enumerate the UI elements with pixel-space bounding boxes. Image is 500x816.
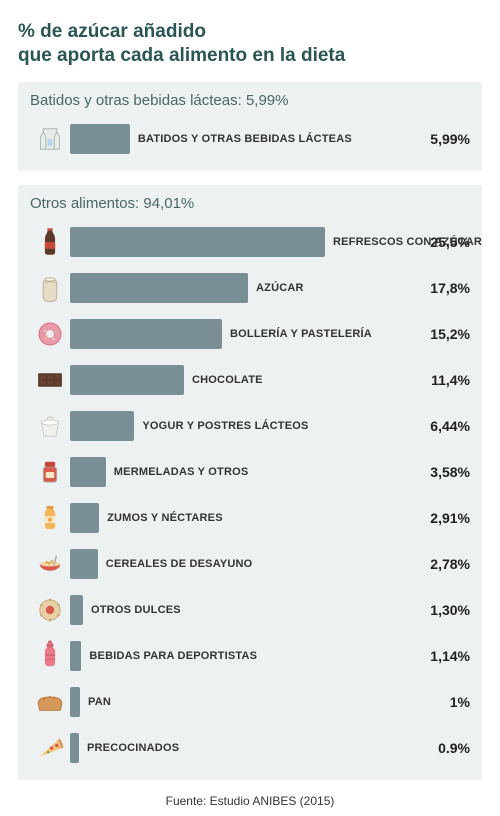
bar-wrap: BATIDOS Y OTRAS BEBIDAS LÁCTEAS (70, 124, 410, 154)
pizza-slice-icon (30, 731, 70, 765)
milk-carton-icon (30, 122, 70, 156)
rows-otros: REFRESCOS CON AZÚCAR25,5% AZÚCAR 17,8% BOLL… (30, 222, 470, 768)
value-cell: 2,91% (410, 510, 470, 526)
bar-label: BATIDOS Y OTRAS BEBIDAS LÁCTEAS (138, 133, 352, 145)
bar-wrap: CEREALES DE DESAYUNO (70, 549, 410, 579)
bar (70, 365, 184, 395)
value-cell: 15,2% (410, 326, 470, 342)
rows-batidos: BATIDOS Y OTRAS BEBIDAS LÁCTEAS 5,99% (30, 119, 470, 159)
value-cell: 2,78% (410, 556, 470, 572)
bar-label: REFRESCOS CON AZÚCAR (333, 236, 482, 248)
bar-wrap: PRECOCINADOS (70, 733, 410, 763)
bar-wrap: OTROS DULCES (70, 595, 410, 625)
data-row: BOLLERÍA Y PASTELERÍA 15,2% (30, 314, 470, 354)
value-cell: 1,30% (410, 602, 470, 618)
bar (70, 457, 106, 487)
bar (70, 273, 248, 303)
value-cell: 3,58% (410, 464, 470, 480)
bar-label: PRECOCINADOS (87, 742, 179, 754)
value-cell: 1,14% (410, 648, 470, 664)
bar-label: YOGUR Y POSTRES LÁCTEOS (142, 420, 308, 432)
title-line-1: % de azúcar añadido (18, 21, 206, 42)
data-row: BATIDOS Y OTRAS BEBIDAS LÁCTEAS 5,99% (30, 119, 470, 159)
jam-jar-icon (30, 455, 70, 489)
bar (70, 411, 134, 441)
bar-label: BOLLERÍA Y PASTELERÍA (230, 328, 372, 340)
chart-title: % de azúcar añadido que aporta cada alim… (18, 20, 482, 68)
bar-label: MERMELADAS Y OTROS (114, 466, 249, 478)
bar-wrap: MERMELADAS Y OTROS (70, 457, 410, 487)
data-row: AZÚCAR 17,8% (30, 268, 470, 308)
value-cell: 6,44% (410, 418, 470, 434)
chocolate-bar-icon (30, 363, 70, 397)
bar-wrap: CHOCOLATE (70, 365, 410, 395)
bar-label: OTROS DULCES (91, 604, 181, 616)
section-header-batidos: Batidos y otras bebidas lácteas: 5,99% (30, 92, 470, 109)
data-row: CHOCOLATE 11,4% (30, 360, 470, 400)
donut-icon (30, 317, 70, 351)
value-cell: 0.9% (410, 740, 470, 756)
bar-wrap: ZUMOS Y NÉCTARES (70, 503, 410, 533)
juice-bottle-icon (30, 501, 70, 535)
bar-label: PAN (88, 696, 111, 708)
title-line-2: que aporta cada alimento en la dieta (18, 45, 345, 66)
section-header-otros: Otros alimentos: 94,01% (30, 195, 470, 212)
sports-bottle-icon (30, 639, 70, 673)
value-cell: 1% (410, 694, 470, 710)
sugar-sack-icon (30, 271, 70, 305)
bar-label: CEREALES DE DESAYUNO (106, 558, 253, 570)
cookie-icon (30, 593, 70, 627)
bar-wrap: PAN (70, 687, 410, 717)
data-row: ZUMOS Y NÉCTARES 2,91% (30, 498, 470, 538)
data-row: OTROS DULCES 1,30% (30, 590, 470, 630)
chart-container: % de azúcar añadido que aporta cada alim… (0, 0, 500, 816)
cereal-bowl-icon (30, 547, 70, 581)
bar-wrap: BEBIDAS PARA DEPORTISTAS (70, 641, 410, 671)
bar (70, 227, 325, 257)
section-otros: Otros alimentos: 94,01% REFRESCOS CON AZ… (18, 185, 482, 780)
bar-label: AZÚCAR (256, 282, 304, 294)
bar (70, 549, 98, 579)
bar (70, 733, 79, 763)
data-row: CEREALES DE DESAYUNO 2,78% (30, 544, 470, 584)
bar (70, 319, 222, 349)
bar-wrap: BOLLERÍA Y PASTELERÍA (70, 319, 410, 349)
bar (70, 124, 130, 154)
value-cell: 11,4% (410, 372, 470, 388)
source-text: Fuente: Estudio ANIBES (2015) (18, 794, 482, 808)
data-row: REFRESCOS CON AZÚCAR25,5% (30, 222, 470, 262)
bar-wrap: REFRESCOS CON AZÚCAR (70, 227, 410, 257)
data-row: PAN 1% (30, 682, 470, 722)
data-row: PRECOCINADOS 0.9% (30, 728, 470, 768)
bar (70, 503, 99, 533)
value-cell: 5,99% (410, 131, 470, 147)
soda-bottle-icon (30, 225, 70, 259)
bar-wrap: YOGUR Y POSTRES LÁCTEOS (70, 411, 410, 441)
bar-label: ZUMOS Y NÉCTARES (107, 512, 223, 524)
bar-wrap: AZÚCAR (70, 273, 410, 303)
data-row: BEBIDAS PARA DEPORTISTAS 1,14% (30, 636, 470, 676)
bar-label: BEBIDAS PARA DEPORTISTAS (89, 650, 257, 662)
section-batidos: Batidos y otras bebidas lácteas: 5,99% B… (18, 82, 482, 171)
bar (70, 687, 80, 717)
data-row: YOGUR Y POSTRES LÁCTEOS 6,44% (30, 406, 470, 446)
value-cell: 17,8% (410, 280, 470, 296)
bar (70, 641, 81, 671)
yogurt-cup-icon (30, 409, 70, 443)
bar (70, 595, 83, 625)
bar-label: CHOCOLATE (192, 374, 263, 386)
data-row: MERMELADAS Y OTROS 3,58% (30, 452, 470, 492)
bread-loaf-icon (30, 685, 70, 719)
